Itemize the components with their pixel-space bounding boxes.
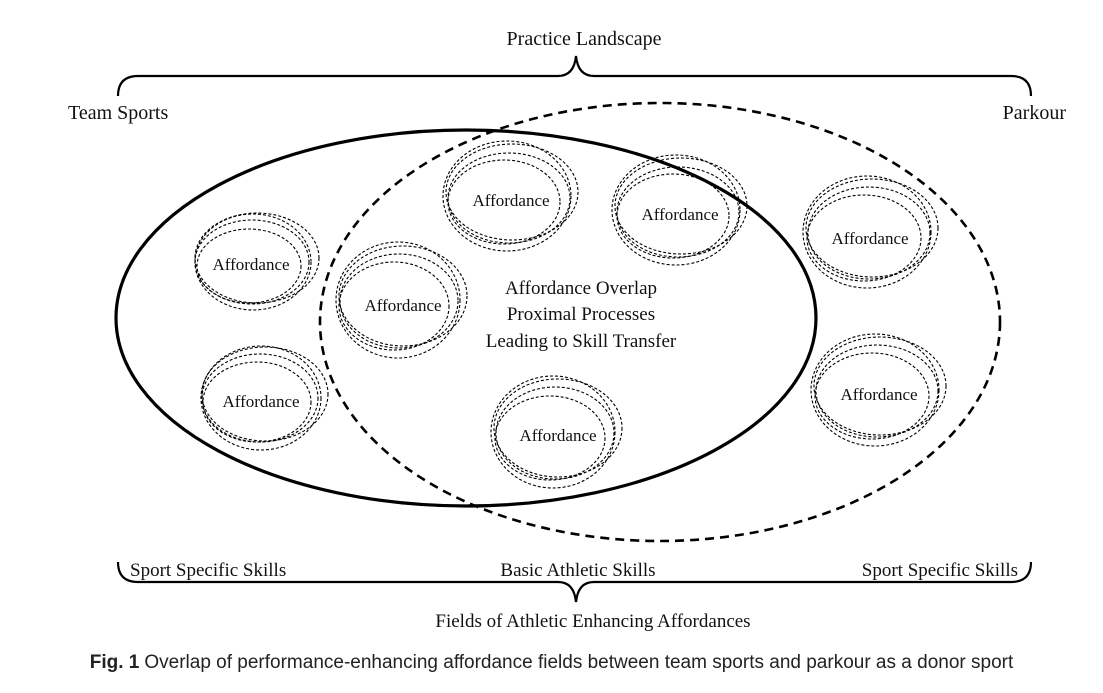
affordance-label: Affordance (364, 296, 441, 315)
overlap-line-2: Proximal Processes (507, 304, 655, 325)
practice-landscape-label: Practice Landscape (507, 28, 662, 50)
top-brace (116, 55, 1033, 97)
affordance-label: Affordance (831, 229, 908, 248)
sport-specific-skills-left: Sport Specific Skills (130, 560, 286, 581)
team-sports-label: Team Sports (68, 102, 168, 124)
affordance-cluster-7: Affordance (802, 175, 939, 289)
affordance-label: Affordance (212, 255, 289, 274)
affordance-label: Affordance (472, 191, 549, 210)
figure-caption: Fig. 1 Overlap of performance-enhancing a… (0, 652, 1103, 674)
affordance-label: Affordance (840, 385, 917, 404)
overlap-line-1: Affordance Overlap (505, 278, 657, 299)
sport-specific-skills-right: Sport Specific Skills (862, 560, 1018, 581)
caption-text: Overlap of performance-enhancing afforda… (144, 652, 1014, 673)
affordance-cluster-1: Affordance (194, 212, 320, 311)
affordance-cluster-3: Affordance (335, 241, 468, 359)
affordance-label: Affordance (641, 205, 718, 224)
affordance-cluster-6: Affordance (490, 375, 623, 489)
affordance-cluster-2: Affordance (200, 345, 329, 451)
parkour-field-ellipse (318, 101, 1002, 543)
affordance-overlap-diagram: Practice Landscape Team Sports Parkour A… (68, 28, 1067, 632)
parkour-label: Parkour (1003, 102, 1067, 124)
figure-number: Fig. 1 (89, 652, 140, 673)
basic-athletic-skills: Basic Athletic Skills (500, 560, 655, 581)
affordance-cluster-8: Affordance (810, 333, 947, 447)
affordance-cluster-5: Affordance (611, 154, 748, 266)
team-sports-field-ellipse (114, 128, 818, 508)
overlap-line-3: Leading to Skill Transfer (486, 331, 677, 352)
bottom-brace (116, 561, 1033, 603)
affordance-label: Affordance (222, 392, 299, 411)
affordance-cluster-4: Affordance (442, 140, 579, 252)
affordance-label: Affordance (519, 426, 596, 445)
fields-label: Fields of Athletic Enhancing Affordances (435, 611, 750, 632)
